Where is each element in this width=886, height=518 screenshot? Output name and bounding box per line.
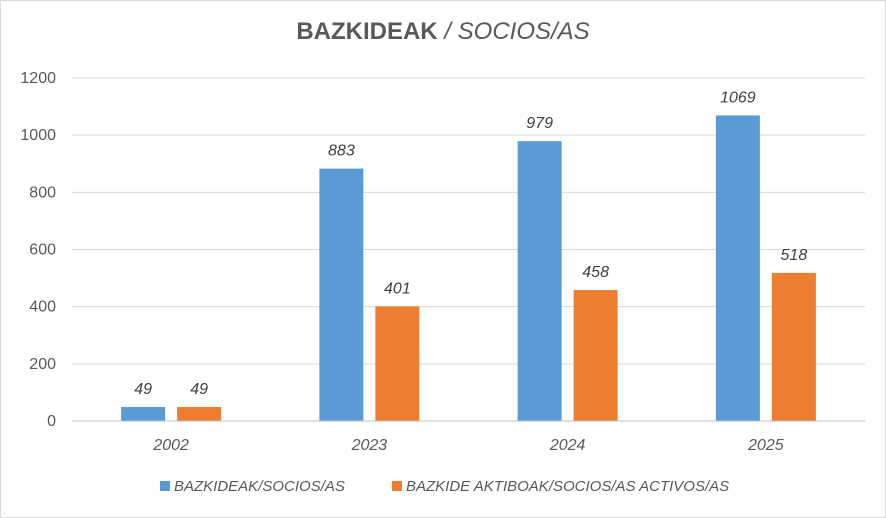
bar	[573, 290, 618, 421]
y-tick-label: 1000	[20, 127, 56, 144]
legend-swatch	[160, 481, 170, 491]
y-tick-label: 200	[29, 356, 56, 373]
data-label: 458	[582, 264, 609, 281]
data-label: 49	[134, 381, 152, 398]
bar	[715, 115, 760, 422]
bar	[375, 306, 420, 421]
chart-title-main: BAZKIDEAK	[296, 18, 438, 45]
y-tick-label: 600	[29, 242, 56, 259]
y-tick-label: 1200	[20, 70, 56, 87]
legend-label: BAZKIDEAK/SOCIOS/AS	[174, 478, 345, 495]
x-tick-label: 2023	[351, 437, 388, 454]
legend-swatch	[392, 481, 402, 491]
bar	[319, 168, 364, 421]
data-label: 979	[526, 115, 553, 132]
y-tick-label: 800	[29, 184, 56, 201]
data-label: 401	[384, 280, 411, 297]
chart-title-sub: / SOCIOS/AS	[444, 18, 590, 45]
x-tick-label: 2025	[747, 437, 784, 454]
data-label: 49	[190, 381, 208, 398]
bar	[517, 141, 562, 421]
legend-label: BAZKIDE AKTIBOAK/SOCIOS/AS ACTIVOS/AS	[406, 478, 729, 495]
y-tick-label: 400	[29, 299, 56, 316]
chart-title: BAZKIDEAK / SOCIOS/AS	[0, 18, 886, 46]
data-label: 1069	[720, 89, 756, 106]
bar	[177, 406, 222, 421]
y-tick-label: 0	[47, 413, 56, 430]
bar	[771, 272, 816, 421]
data-label: 518	[781, 247, 808, 264]
data-label: 883	[328, 143, 355, 160]
bar	[121, 406, 166, 421]
x-tick-label: 2002	[152, 437, 189, 454]
x-tick-label: 2024	[549, 437, 586, 454]
